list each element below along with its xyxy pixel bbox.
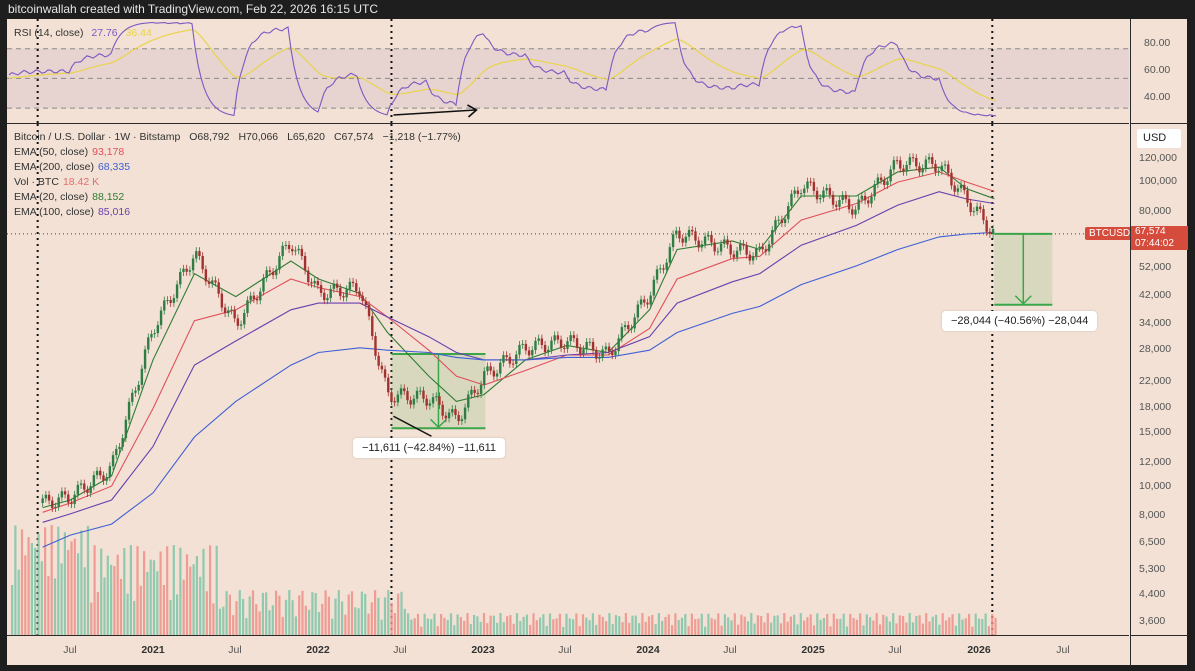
time-tick: Jul <box>228 644 242 656</box>
time-tick: 2024 <box>636 644 660 656</box>
price-tick: 42,000 <box>1139 289 1172 301</box>
price-plot <box>7 124 1129 635</box>
ohlc-open: O68,792 <box>189 131 230 143</box>
time-tick: Jul <box>723 644 737 656</box>
axis-corner <box>1130 635 1188 666</box>
rsi-tick: 60.00 <box>1144 64 1171 76</box>
rsi-plot <box>7 19 1129 123</box>
ohlc-high: H70,066 <box>238 131 279 143</box>
price-tick: 5,300 <box>1139 563 1166 575</box>
price-tick: 6,500 <box>1139 536 1166 548</box>
indicator-ema50[interactable]: EMA (50, close) 93,178 <box>14 145 461 160</box>
currency-button[interactable]: USD <box>1137 129 1181 148</box>
price-tick: 100,000 <box>1139 175 1177 187</box>
price-axis[interactable]: USD 120,000 100,000 80,000 67,574 07:44:… <box>1130 124 1188 635</box>
symbol-price-tag: BTCUSD <box>1085 227 1135 240</box>
symbol-row: Bitcoin / U.S. Dollar · 1W · Bitstamp O6… <box>14 130 461 145</box>
time-tick: 2022 <box>306 644 330 656</box>
price-tick: 120,000 <box>1139 152 1177 164</box>
last-price-tag: 67,574 07:44:02 <box>1131 226 1188 250</box>
rsi-ma-value: 36.44 <box>125 27 152 39</box>
indicator-value: 88,152 <box>92 191 125 203</box>
ohlc-low: L65,620 <box>287 131 326 143</box>
indicator-value: 85,016 <box>97 206 131 218</box>
price-tick: 52,000 <box>1139 261 1172 273</box>
ohlc-close: C67,574 <box>333 131 374 143</box>
indicator-ema100[interactable]: EMA (100, close) 85,016 <box>14 205 461 220</box>
bar-countdown: 07:44:02 <box>1135 238 1174 249</box>
price-tick: 4,400 <box>1139 588 1166 600</box>
rsi-pane[interactable]: RSI (14, close) 27.76 36.44 <box>7 19 1129 124</box>
price-tick: 10,000 <box>1139 480 1172 492</box>
rsi-tick: 40.00 <box>1144 91 1171 103</box>
time-tick: 2025 <box>801 644 825 656</box>
price-tick: 34,000 <box>1139 317 1172 329</box>
indicator-ema20[interactable]: EMA (20, close) 88,152 <box>14 190 461 205</box>
rsi-tick: 80.00 <box>1144 37 1171 49</box>
price-tick: 8,000 <box>1139 509 1166 521</box>
price-tick: 80,000 <box>1139 205 1172 217</box>
time-tick: Jul <box>63 644 77 656</box>
chart-frame: RSI (14, close) 27.76 36.44 80.00 60.00 … <box>7 19 1188 666</box>
indicator-ema200[interactable]: EMA (200, close) 68,335 <box>14 160 461 175</box>
price-tick: 3,600 <box>1139 615 1166 627</box>
time-tick: 2023 <box>471 644 495 656</box>
price-tick: 18,000 <box>1139 401 1172 413</box>
time-tick: 2021 <box>141 644 165 656</box>
rsi-value: 27.76 <box>91 27 118 39</box>
indicator-label: EMA (20, close) <box>14 191 89 203</box>
last-price: 67,574 <box>1135 226 1166 237</box>
indicator-volume[interactable]: Vol · BTC 18.42 K <box>14 175 461 190</box>
indicator-label: Vol · BTC <box>14 176 59 188</box>
indicator-label: EMA (100, close) <box>14 206 94 218</box>
time-tick: Jul <box>1056 644 1070 656</box>
rsi-axis[interactable]: 80.00 60.00 40.00 <box>1130 19 1188 124</box>
price-legend: Bitcoin / U.S. Dollar · 1W · Bitstamp O6… <box>14 130 461 220</box>
measure-label-2022[interactable]: −11,611 (−42.84%) −11,611 <box>353 438 506 458</box>
indicator-label: EMA (200, close) <box>14 161 94 173</box>
rsi-label: RSI (14, close) <box>14 27 84 39</box>
price-tick: 12,000 <box>1139 456 1172 468</box>
indicator-value: 18.42 K <box>62 176 100 188</box>
price-pane[interactable]: Bitcoin / U.S. Dollar · 1W · Bitstamp O6… <box>7 124 1135 635</box>
price-tick: 28,000 <box>1139 343 1172 355</box>
time-tick: Jul <box>393 644 407 656</box>
indicator-label: EMA (50, close) <box>14 146 89 158</box>
time-tick: Jul <box>558 644 572 656</box>
ohlc-change: −1,218 (−1.77%) <box>382 131 461 143</box>
price-tick: 22,000 <box>1139 375 1172 387</box>
time-tick: 2026 <box>967 644 991 656</box>
attribution-header: bitcoinwallah created with TradingView.c… <box>0 0 1195 19</box>
indicator-value: 68,335 <box>97 161 131 173</box>
measure-label-2026[interactable]: −28,044 (−40.56%) −28,044 <box>942 311 1098 331</box>
indicator-value: 93,178 <box>92 146 125 158</box>
price-tick: 15,000 <box>1139 426 1172 438</box>
rsi-legend: RSI (14, close) 27.76 36.44 <box>14 27 152 39</box>
time-axis[interactable]: Jul 2021 Jul 2022 Jul 2023 Jul 2024 Jul … <box>7 635 1129 666</box>
time-tick: Jul <box>888 644 902 656</box>
symbol-title: Bitcoin / U.S. Dollar · 1W · Bitstamp <box>14 131 181 143</box>
